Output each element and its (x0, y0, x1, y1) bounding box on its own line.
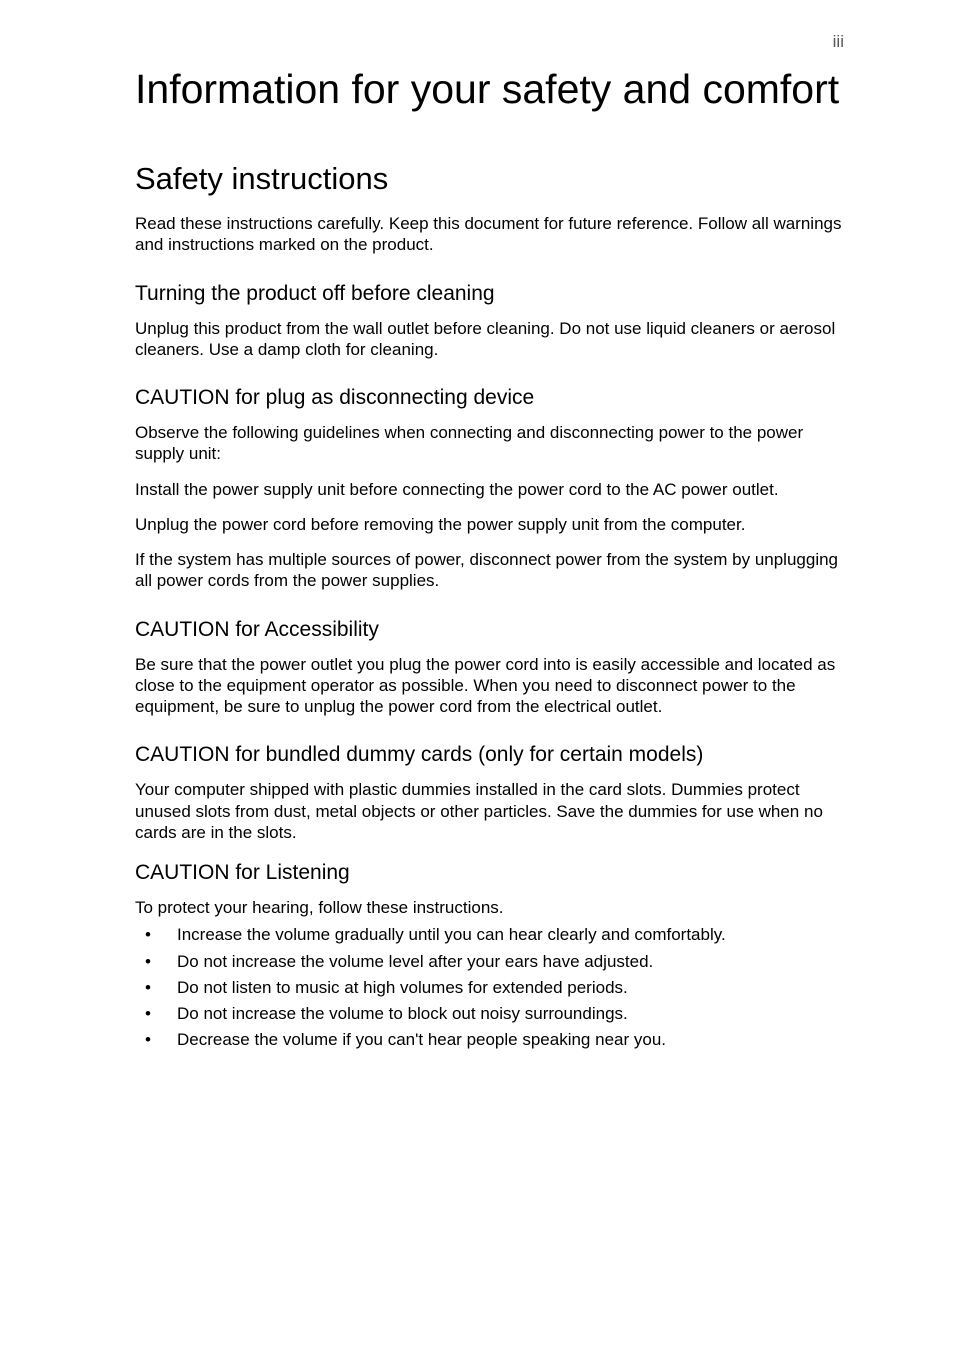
body-paragraph: Unplug the power cord before removing th… (135, 514, 849, 535)
list-item: Increase the volume gradually until you … (135, 924, 849, 945)
body-paragraph: To protect your hearing, follow these in… (135, 897, 849, 918)
bullet-list: Increase the volume gradually until you … (135, 924, 849, 1050)
body-paragraph: Your computer shipped with plastic dummi… (135, 779, 849, 843)
subsection-heading: CAUTION for plug as disconnecting device (135, 386, 849, 410)
intro-paragraph: Read these instructions carefully. Keep … (135, 213, 849, 256)
section-heading: Safety instructions (135, 161, 849, 197)
list-item: Do not increase the volume level after y… (135, 951, 849, 972)
body-paragraph: Install the power supply unit before con… (135, 479, 849, 500)
body-paragraph: Observe the following guidelines when co… (135, 422, 849, 465)
body-paragraph: Unplug this product from the wall outlet… (135, 318, 849, 361)
body-paragraph: Be sure that the power outlet you plug t… (135, 654, 849, 718)
list-item: Decrease the volume if you can't hear pe… (135, 1029, 849, 1050)
list-item: Do not listen to music at high volumes f… (135, 977, 849, 998)
subsection-heading: CAUTION for bundled dummy cards (only fo… (135, 743, 849, 767)
list-item: Do not increase the volume to block out … (135, 1003, 849, 1024)
document-title: Information for your safety and comfort (135, 66, 849, 113)
body-paragraph: If the system has multiple sources of po… (135, 549, 849, 592)
subsection-heading: CAUTION for Accessibility (135, 618, 849, 642)
subsection-heading: Turning the product off before cleaning (135, 282, 849, 306)
subsection-heading: CAUTION for Listening (135, 861, 849, 885)
page-number: iii (833, 32, 844, 52)
